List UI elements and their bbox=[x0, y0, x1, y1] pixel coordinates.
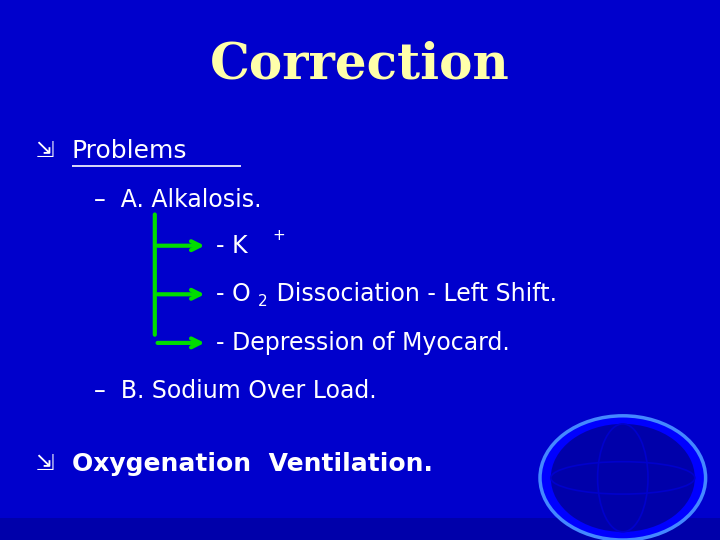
Text: ⇲: ⇲ bbox=[36, 141, 55, 161]
Text: Correction: Correction bbox=[210, 40, 510, 89]
Text: - Depression of Myocard.: - Depression of Myocard. bbox=[216, 331, 510, 355]
Text: - K: - K bbox=[216, 234, 248, 258]
Text: Problems: Problems bbox=[72, 139, 187, 163]
Text: Oxygenation  Ventilation.: Oxygenation Ventilation. bbox=[72, 453, 433, 476]
Text: - O: - O bbox=[216, 282, 251, 306]
Circle shape bbox=[540, 416, 706, 540]
Text: –  A. Alkalosis.: – A. Alkalosis. bbox=[94, 188, 261, 212]
Circle shape bbox=[551, 424, 695, 532]
FancyBboxPatch shape bbox=[0, 518, 720, 540]
Text: +: + bbox=[272, 228, 285, 244]
Text: 2: 2 bbox=[258, 294, 267, 309]
Text: –  B. Sodium Over Load.: – B. Sodium Over Load. bbox=[94, 380, 377, 403]
Text: Dissociation - Left Shift.: Dissociation - Left Shift. bbox=[269, 282, 557, 306]
Text: ⇲: ⇲ bbox=[36, 454, 55, 475]
